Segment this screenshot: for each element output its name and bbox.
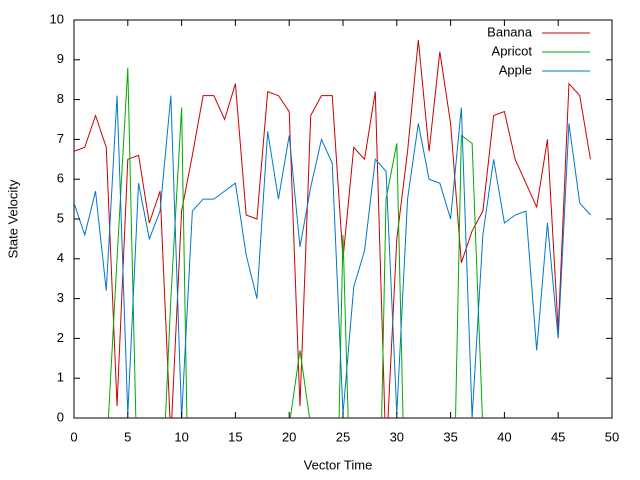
y-tick-label: 7: [57, 131, 64, 146]
plot-frame: [73, 19, 613, 419]
x-axis-label: Vector Time: [304, 457, 373, 472]
x-tick-label: 50: [605, 429, 619, 444]
x-tick-label: 40: [497, 429, 511, 444]
y-tick-label: 4: [57, 250, 64, 265]
x-tick-label: 0: [70, 429, 77, 444]
x-tick-label: 45: [551, 429, 565, 444]
y-tick-label: 2: [57, 330, 64, 345]
y-tick-label: 0: [57, 409, 64, 424]
series-line: [74, 95, 591, 418]
x-tick-label: 20: [282, 429, 296, 444]
legend-label: Apple: [499, 62, 532, 77]
y-tick-label: 1: [57, 370, 64, 385]
x-tick-label: 25: [336, 429, 350, 444]
legend-label: Banana: [487, 24, 533, 39]
x-tick-label: 5: [124, 429, 131, 444]
y-tick-label: 8: [57, 91, 64, 106]
series-line: [74, 39, 591, 418]
plot-lines: [74, 39, 591, 418]
x-tick-label: 15: [228, 429, 242, 444]
legend-label: Apricot: [492, 43, 533, 58]
y-axis-label: State Velocity: [5, 179, 20, 258]
x-tick-label: 35: [443, 429, 457, 444]
y-tick-label: 9: [57, 51, 64, 66]
y-tick-label: 3: [57, 290, 64, 305]
y-tick-label: 10: [50, 11, 64, 26]
x-tick-label: 30: [390, 429, 404, 444]
x-tick-label: 10: [174, 429, 188, 444]
y-tick-label: 5: [57, 210, 64, 225]
y-tick-label: 6: [57, 171, 64, 186]
